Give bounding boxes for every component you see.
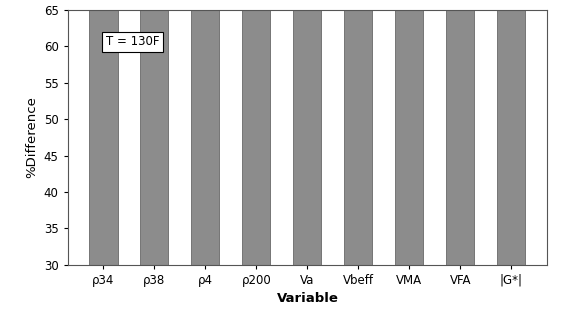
Bar bbox=[395, 0, 424, 265]
Bar bbox=[191, 0, 219, 265]
Bar bbox=[293, 0, 321, 265]
Bar bbox=[90, 0, 117, 265]
Text: T = 130F: T = 130F bbox=[106, 35, 160, 48]
Bar bbox=[497, 0, 525, 265]
Y-axis label: %Difference: %Difference bbox=[25, 96, 38, 178]
X-axis label: Variable: Variable bbox=[276, 292, 338, 306]
Bar bbox=[140, 0, 169, 265]
Bar bbox=[446, 0, 474, 265]
Bar bbox=[345, 0, 372, 265]
Bar bbox=[243, 0, 270, 265]
